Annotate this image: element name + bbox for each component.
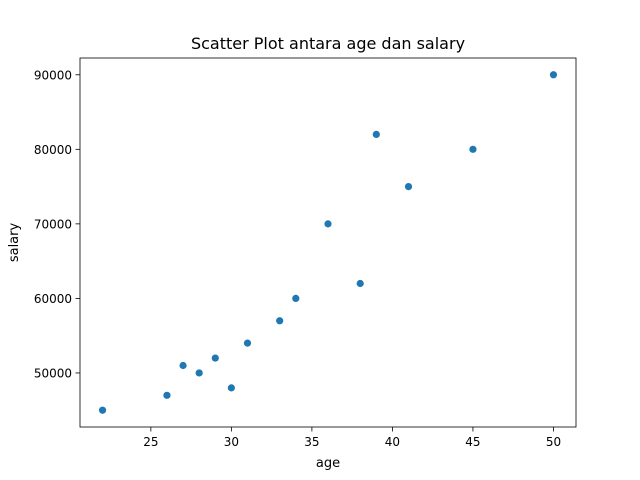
- x-axis-ticks: 25 30 35 40 45 50: [143, 427, 561, 449]
- data-point-11: [372, 130, 380, 139]
- plot-frame: [79, 57, 577, 428]
- data-points: [98, 71, 558, 414]
- x-tick-label: 45: [465, 435, 480, 449]
- data-point-0: [98, 406, 107, 414]
- data-point-9: [324, 220, 332, 228]
- data-point-3: [195, 369, 203, 377]
- x-tick-label: 50: [546, 435, 561, 449]
- x-tick-label: 40: [385, 435, 400, 449]
- data-point-7: [276, 317, 284, 325]
- data-point-8: [292, 294, 300, 303]
- y-tick-label: 70000: [34, 217, 72, 231]
- data-point-6: [243, 339, 252, 347]
- data-point-13: [469, 145, 477, 153]
- y-tick-label: 80000: [34, 143, 72, 157]
- x-tick-label: 35: [304, 435, 319, 449]
- y-tick-label: 90000: [34, 68, 72, 82]
- data-point-1: [163, 391, 171, 399]
- y-axis-label: salary: [7, 223, 22, 263]
- y-tick-label: 60000: [34, 292, 72, 306]
- y-tick-label: 50000: [34, 366, 72, 380]
- data-point-5: [227, 384, 235, 392]
- data-point-2: [179, 361, 187, 370]
- chart-title: Scatter Plot antara age dan salary: [191, 34, 465, 53]
- x-axis-label: age: [316, 456, 340, 471]
- x-tick-label: 30: [224, 435, 239, 449]
- data-point-4: [211, 354, 219, 362]
- data-point-10: [356, 279, 364, 288]
- data-point-14: [549, 71, 558, 79]
- data-point-12: [404, 182, 413, 191]
- y-axis-ticks: 50000 60000 70000 80000 90000: [34, 68, 80, 380]
- x-tick-label: 25: [143, 435, 158, 449]
